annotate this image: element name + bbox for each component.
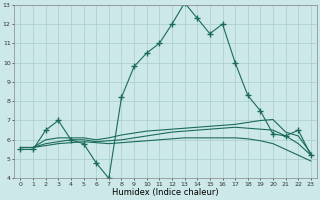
X-axis label: Humidex (Indice chaleur): Humidex (Indice chaleur) bbox=[112, 188, 219, 197]
